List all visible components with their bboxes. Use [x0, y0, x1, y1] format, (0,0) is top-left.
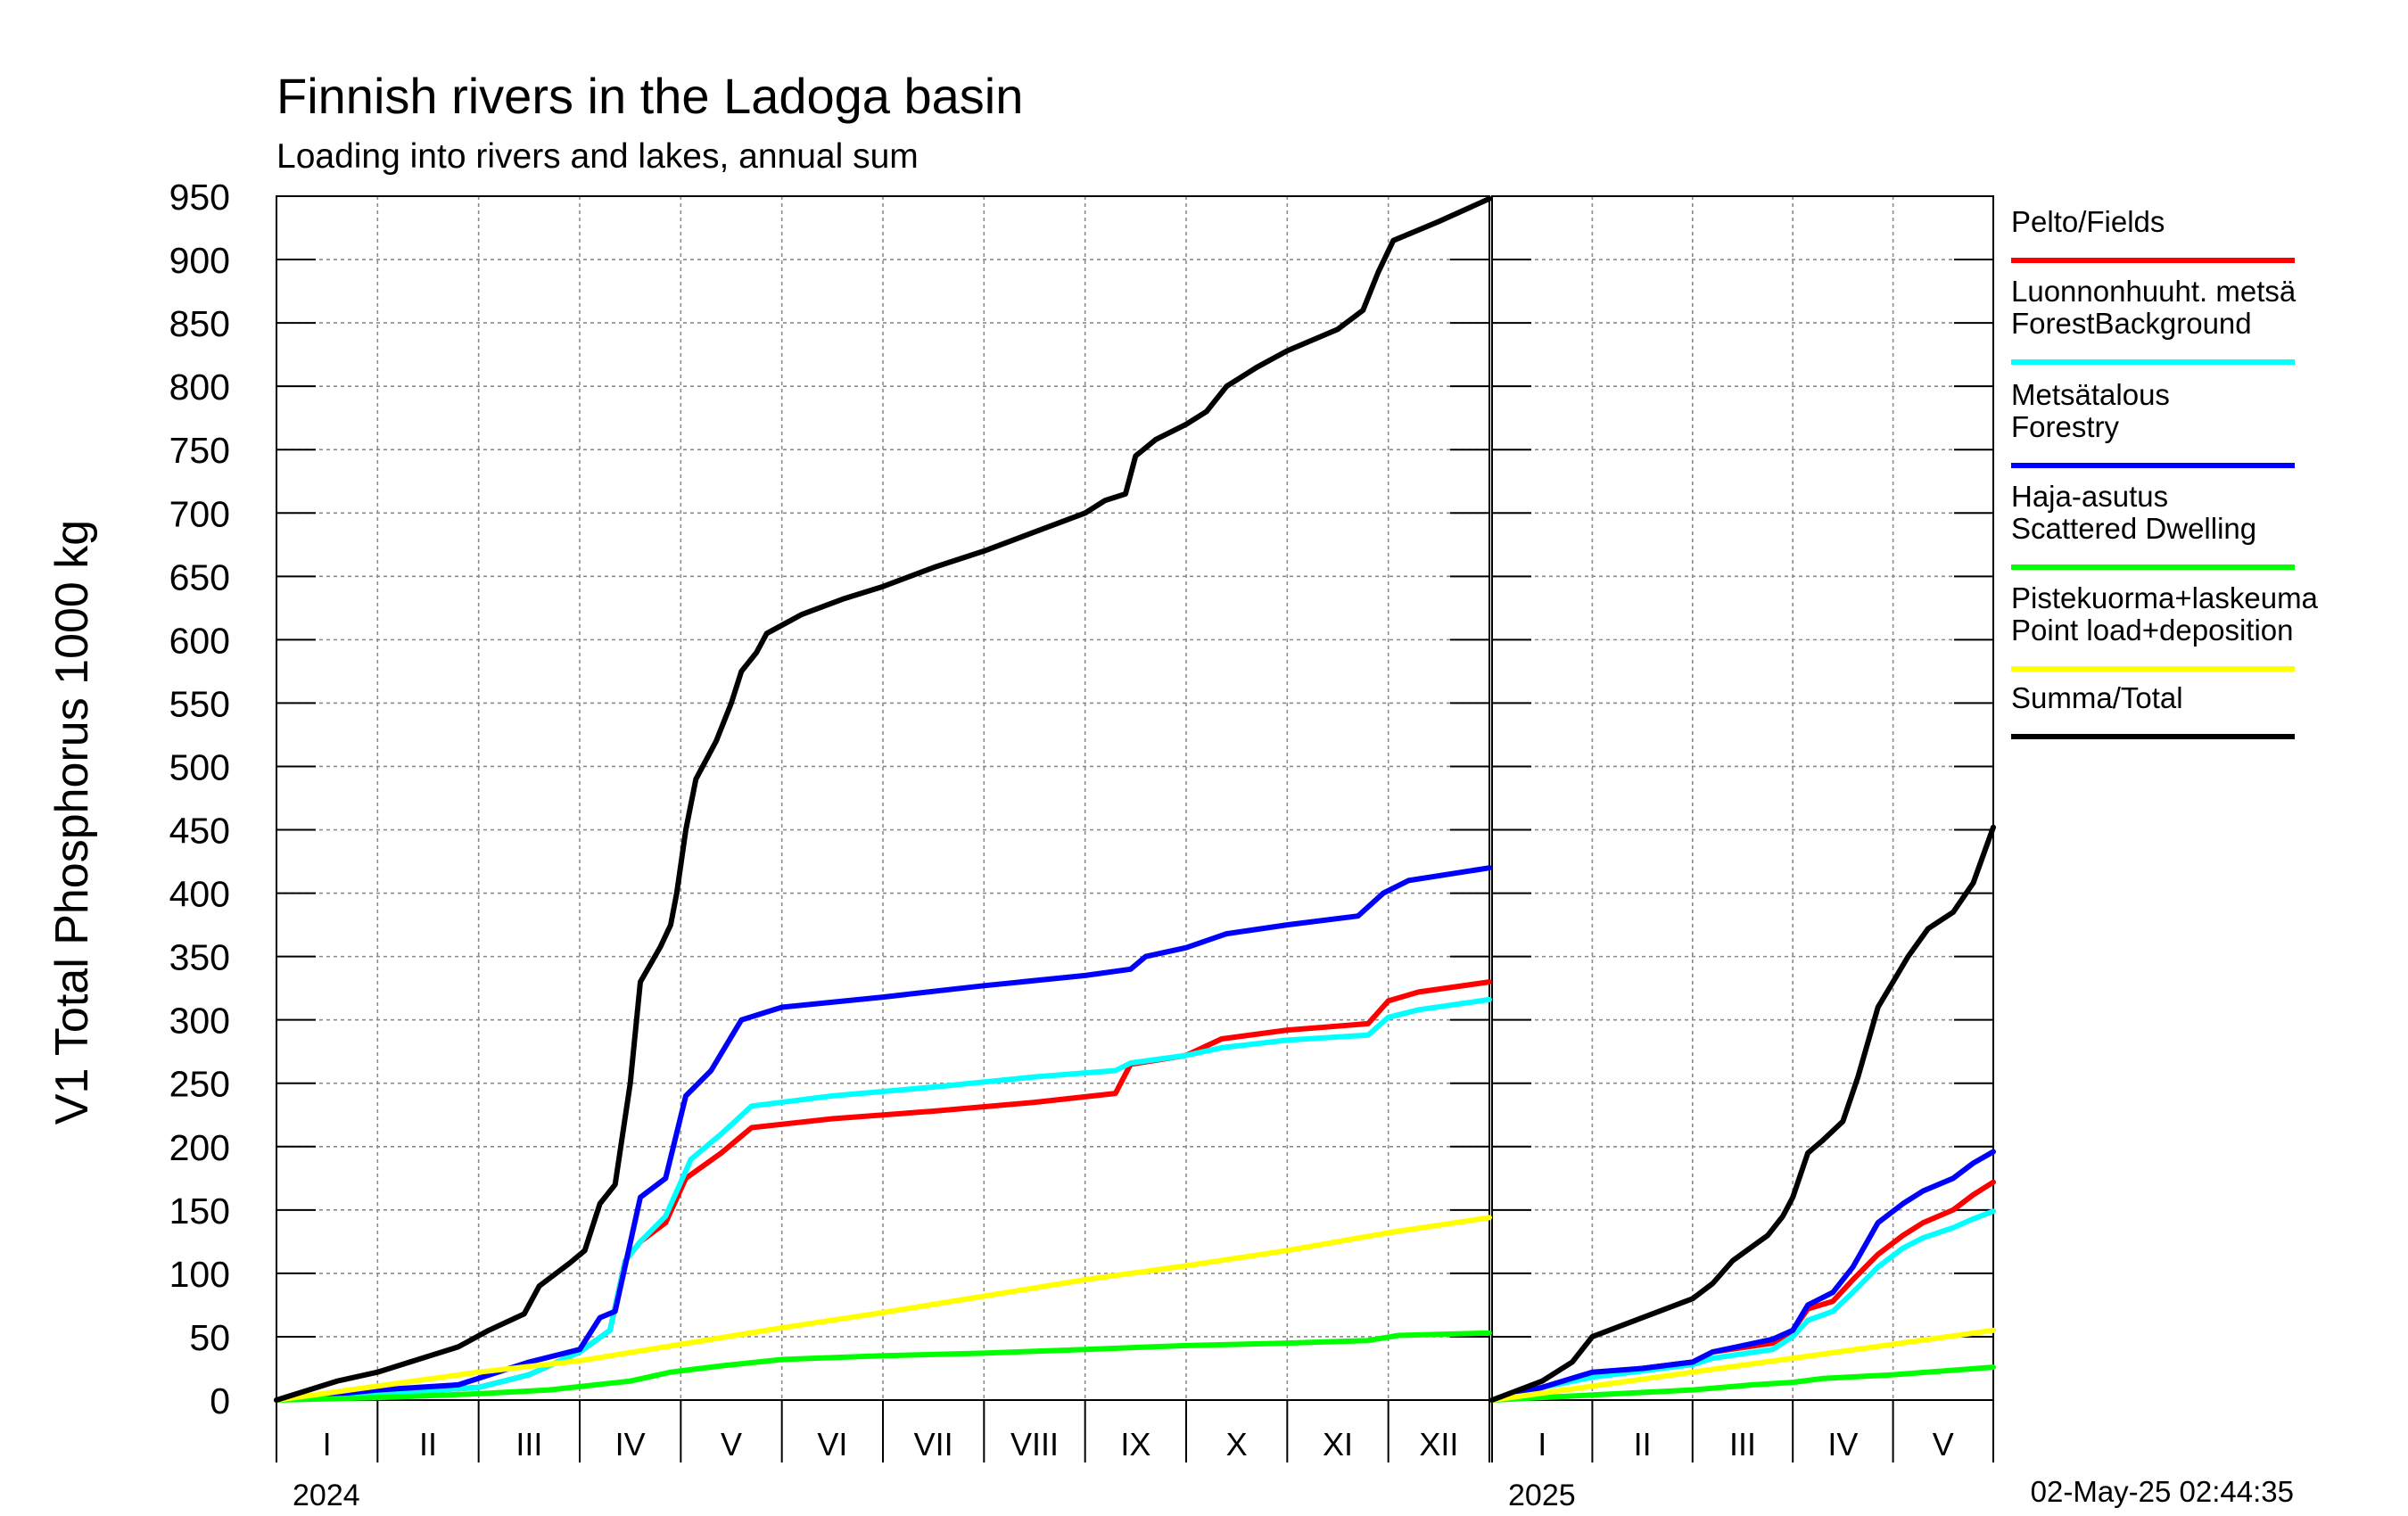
grid [276, 196, 1993, 1400]
y-tick-label: 300 [169, 1001, 230, 1042]
series-line-point-load [1489, 1327, 1996, 1403]
y-tick-label: 450 [169, 811, 230, 852]
legend-label: Metsätalous [2011, 378, 2170, 411]
series-line-total [1489, 824, 1996, 1403]
x-tick-label: XI [1323, 1426, 1353, 1462]
y-tick-label: 800 [169, 367, 230, 408]
y-tick-label: 350 [169, 937, 230, 978]
x-tick-label: IV [1827, 1426, 1858, 1462]
x-tick-label: VIII [1010, 1426, 1059, 1462]
y-tick-label: 600 [169, 620, 230, 661]
y-tick-label: 200 [169, 1127, 230, 1168]
x-tick-label: V [1933, 1426, 1954, 1462]
series-lines [274, 195, 1996, 1403]
x-tick-label: VI [817, 1426, 847, 1462]
y-tick-label: 750 [169, 430, 230, 471]
x-tick-label: I [323, 1426, 332, 1462]
x-tick-label: II [1634, 1426, 1652, 1462]
y-tick-label: 400 [169, 874, 230, 915]
y-tick-label: 550 [169, 683, 230, 724]
x-tick-label: II [419, 1426, 437, 1462]
series-line-forest-background [274, 996, 1492, 1403]
legend-label: Luonnonhuuht. metsä [2011, 275, 2297, 308]
legend-label: Pelto/Fields [2011, 205, 2165, 238]
y-tick-label: 250 [169, 1064, 230, 1105]
series-line-total [274, 195, 1492, 1403]
legend-label: Haja-asutus [2011, 480, 2168, 513]
y-tick-label: 700 [169, 493, 230, 534]
plot-frame [1491, 195, 1994, 1401]
legend-label: Forestry [2011, 410, 2120, 443]
legend-label: ForestBackground [2011, 307, 2252, 340]
y-axis-label: V1 Total Phosphorus 1000 kg [46, 520, 98, 1125]
x-tick-label: IX [1120, 1426, 1150, 1462]
y-tick-label: 500 [169, 746, 230, 787]
series-line-forestry [1489, 1149, 1996, 1403]
series-line-point-load [274, 1215, 1492, 1403]
x-tick-label: I [1538, 1426, 1546, 1462]
x-tick-label: III [1729, 1426, 1756, 1462]
series-line-scattered-dwelling [274, 1330, 1492, 1403]
x-tick-label: III [515, 1426, 542, 1462]
series-line-forestry [274, 865, 1492, 1403]
x-tick-label: VII [914, 1426, 953, 1462]
chart-subtitle: Loading into rivers and lakes, annual su… [276, 137, 919, 176]
y-tick-label: 650 [169, 556, 230, 597]
x-tick-label: XII [1419, 1426, 1458, 1462]
legend-label: Summa/Total [2011, 681, 2183, 714]
year-label: 2025 [1508, 1479, 1576, 1512]
y-tick-label: 50 [189, 1317, 230, 1358]
legend-label: Scattered Dwelling [2011, 512, 2256, 545]
year-label: 2024 [293, 1479, 360, 1512]
y-tick-label: 950 [169, 177, 230, 218]
x-tick-label: IV [615, 1426, 646, 1462]
series-line-scattered-dwelling [1489, 1364, 1996, 1403]
legend-label: Pistekuorma+laskeuma [2011, 581, 2319, 614]
y-tick-label: 150 [169, 1191, 230, 1232]
y-tick-label: 900 [169, 240, 230, 281]
x-tick-label: V [721, 1426, 742, 1462]
y-tick-label: 0 [210, 1380, 230, 1421]
series-line-forest-background [1489, 1208, 1996, 1403]
timestamp: 02-May-25 02:44:35 [2031, 1475, 2294, 1508]
x-tick-label: X [1226, 1426, 1248, 1462]
chart-title: Finnish rivers in the Ladoga basin [276, 68, 1023, 124]
legend-label: Point load+deposition [2011, 614, 2294, 647]
legend: Pelto/Fields Luonnonhuuht. metsäForestBac… [2011, 205, 2319, 739]
y-tick-label: 100 [169, 1254, 230, 1295]
y-tick-label: 850 [169, 303, 230, 344]
